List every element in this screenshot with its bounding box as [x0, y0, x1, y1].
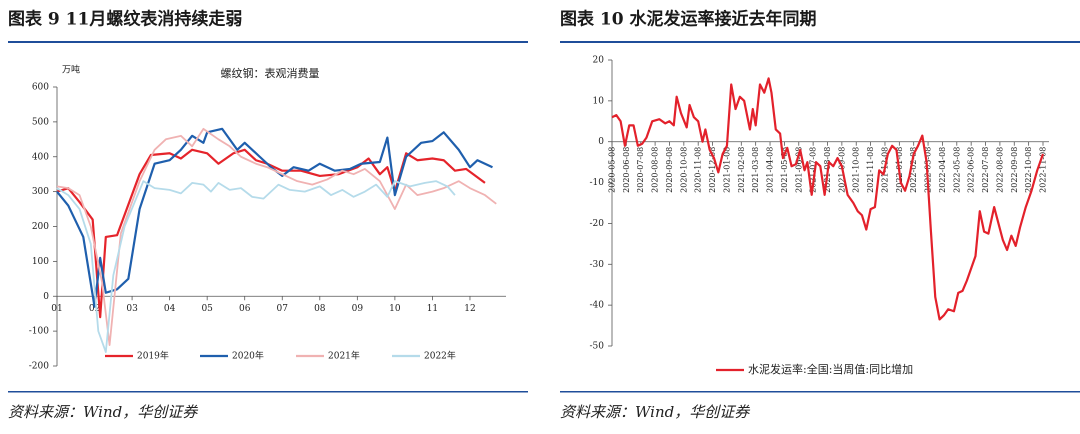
- x-tick-label: 2021-05-08: [780, 147, 789, 193]
- y-tick-label: 200: [32, 222, 49, 232]
- series-line: [56, 180, 456, 353]
- x-tick-label: 12: [464, 304, 475, 314]
- x-tick-label: 2022-06-08: [967, 147, 976, 193]
- x-tick-label: 11: [427, 304, 438, 314]
- y-tick-label: -50: [590, 342, 605, 352]
- legend-label: 2020年: [232, 350, 264, 362]
- x-tick-label: 2020-08-08: [651, 147, 660, 193]
- panel-title: 图表 10 水泥发运率接近去年同期: [560, 9, 817, 30]
- series-line: [56, 127, 493, 308]
- x-tick-label: 2020-05-08: [608, 147, 617, 193]
- x-tick-label: 02: [89, 304, 100, 314]
- x-tick-label: 2020-06-08: [622, 147, 631, 193]
- y-tick-label: 0: [598, 137, 604, 147]
- x-tick-label: 06: [239, 304, 251, 314]
- series-line: [56, 148, 486, 319]
- series-line: [611, 77, 1045, 321]
- source: 资料来源：Wind，华创证券: [560, 403, 750, 421]
- x-tick-label: 2021-01-08: [722, 147, 731, 193]
- x-tick-label: 2020-09-08: [665, 147, 674, 193]
- y-tick-label: -20: [590, 219, 605, 229]
- legend-label: 2019年: [137, 350, 169, 362]
- source: 资料来源：Wind，华创证券: [8, 403, 198, 421]
- x-tick-label: 2021-10-08: [852, 147, 861, 193]
- legend-label: 2022年: [424, 350, 456, 362]
- y-tick-label: 400: [32, 152, 49, 162]
- legend-label: 水泥发运率:全国:当周值:同比增加: [748, 362, 913, 376]
- y-tick-label: -200: [29, 362, 49, 372]
- x-tick-label: 2022-11-08: [1039, 147, 1048, 193]
- x-tick-label: 2021-07-08: [809, 147, 818, 193]
- x-tick-label: 2022-02-08: [909, 147, 918, 193]
- x-tick-label: 2020-07-08: [636, 147, 645, 193]
- y-tick-label: 20: [593, 56, 605, 66]
- x-tick-label: 2021-04-08: [766, 147, 775, 193]
- x-tick-label: 2022-04-08: [938, 147, 947, 193]
- x-tick-label: 2021-02-08: [737, 147, 746, 193]
- y-tick-label: 600: [32, 83, 49, 93]
- x-tick-label: 2021-03-08: [751, 147, 760, 193]
- x-tick-label: 2022-05-08: [952, 147, 961, 193]
- y-tick-label: -30: [590, 260, 605, 270]
- series-line: [56, 127, 497, 346]
- x-tick-label: 2022-09-08: [1010, 147, 1019, 193]
- x-tick-label: 2020-10-08: [679, 147, 688, 193]
- x-tick-label: 2022-10-08: [1024, 147, 1033, 193]
- x-tick-label: 07: [277, 304, 289, 314]
- legend-label: 2021年: [328, 350, 360, 362]
- x-tick-label: 2022-07-08: [981, 147, 990, 193]
- y-axis-label: 万吨: [62, 64, 80, 76]
- y-tick-label: 0: [43, 292, 49, 302]
- x-tick-label: 01: [51, 304, 62, 314]
- y-tick-label: -100: [29, 327, 49, 337]
- x-tick-label: 2021-06-08: [794, 147, 803, 193]
- x-tick-label: 05: [201, 304, 213, 314]
- source-rule: [560, 391, 1080, 393]
- x-tick-label: 2020-11-08: [694, 147, 703, 193]
- x-tick-label: 10: [389, 304, 401, 314]
- panel-title: 图表 9 11月螺纹表消持续走弱: [8, 9, 242, 30]
- y-tick-label: -10: [590, 178, 605, 188]
- y-tick-label: 500: [32, 117, 49, 127]
- title-rule: [560, 41, 1080, 43]
- x-tick-label: 04: [164, 304, 176, 314]
- title-rule: [8, 41, 528, 43]
- x-tick-label: 03: [126, 304, 138, 314]
- x-tick-label: 2021-11-08: [866, 147, 875, 193]
- subtitle: 螺纹钢：表观消费量: [221, 66, 320, 80]
- y-tick-label: 100: [32, 257, 49, 267]
- y-tick-label: -40: [590, 301, 605, 311]
- x-tick-label: 2020-12-08: [708, 147, 717, 193]
- y-tick-label: 10: [593, 96, 605, 106]
- x-tick-label: 2022-08-08: [995, 147, 1004, 193]
- y-tick-label: 300: [32, 187, 49, 197]
- source-rule: [8, 391, 528, 393]
- x-tick-label: 09: [352, 304, 364, 314]
- x-tick-label: 08: [314, 304, 326, 314]
